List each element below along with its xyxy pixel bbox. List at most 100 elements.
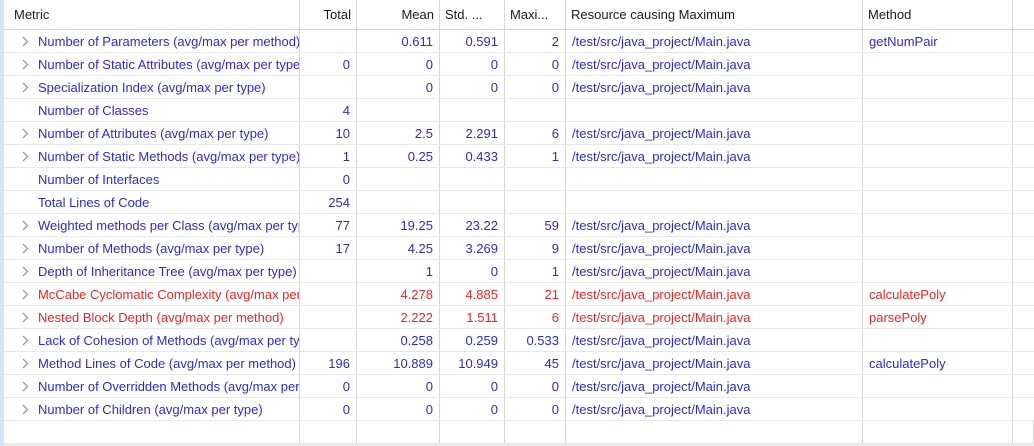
filler-cell (1013, 145, 1034, 167)
metric-cell: Depth of Inheritance Tree (avg/max per t… (4, 260, 300, 282)
resource-cell (566, 168, 863, 190)
expand-chevron-icon[interactable] (22, 82, 31, 93)
resource-cell (566, 191, 863, 213)
metric-label: Number of Children (avg/max per type) (38, 401, 263, 417)
table-row[interactable]: Number of Overridden Methods (avg/max pe… (4, 375, 1034, 398)
column-header-mean[interactable]: Mean (357, 0, 440, 29)
table-row[interactable]: Number of Attributes (avg/max per type) … (4, 122, 1034, 145)
column-header-total[interactable]: Total (300, 0, 357, 29)
table-row[interactable]: Nested Block Depth (avg/max per method) … (4, 306, 1034, 329)
filler-cell (1013, 99, 1034, 121)
empty-table-row (4, 421, 1034, 444)
method-cell (863, 122, 1013, 144)
mean-cell (357, 168, 440, 190)
total-cell: 10 (300, 122, 357, 144)
maximum-cell: 6 (505, 122, 566, 144)
maximum-cell: 6 (505, 306, 566, 328)
metric-label: Number of Overridden Methods (avg/max pe… (38, 378, 299, 394)
stddev-cell: 2.291 (440, 122, 505, 144)
resource-cell: /test/src/java_project/Main.java (566, 329, 863, 351)
metric-cell: Number of Classes (4, 99, 300, 121)
table-row[interactable]: Number of Static Attributes (avg/max per… (4, 53, 1034, 76)
total-cell: 17 (300, 237, 357, 259)
metric-label: McCabe Cyclomatic Complexity (avg/max pe… (38, 286, 299, 302)
mean-cell: 0.25 (357, 145, 440, 167)
expand-chevron-icon[interactable] (22, 289, 31, 300)
expand-chevron-icon[interactable] (22, 335, 31, 346)
mean-cell: 1 (357, 260, 440, 282)
table-row[interactable]: Number of Static Methods (avg/max per ty… (4, 145, 1034, 168)
resource-cell: /test/src/java_project/Main.java (566, 283, 863, 305)
metric-cell: Total Lines of Code (4, 191, 300, 213)
metric-cell: Number of Overridden Methods (avg/max pe… (4, 375, 300, 397)
empty-cell (4, 421, 300, 443)
expand-chevron-icon[interactable] (22, 243, 31, 254)
metric-label: Weighted methods per Class (avg/max per … (38, 217, 299, 233)
filler-cell (1013, 191, 1034, 213)
mean-cell: 10.889 (357, 352, 440, 374)
stddev-cell: 10.949 (440, 352, 505, 374)
expand-chevron-icon[interactable] (22, 128, 31, 139)
table-row[interactable]: Total Lines of Code 254 (4, 191, 1034, 214)
stddev-cell: 4.885 (440, 283, 505, 305)
empty-cell (440, 421, 505, 443)
expand-chevron-icon[interactable] (22, 220, 31, 231)
expand-chevron-icon[interactable] (22, 151, 31, 162)
column-header-maximum[interactable]: Maxi... (505, 0, 566, 29)
column-header-method[interactable]: Method (863, 0, 1013, 29)
expand-chevron-icon[interactable] (22, 266, 31, 277)
column-header-metric[interactable]: Metric (4, 0, 300, 29)
total-cell: 0 (300, 398, 357, 420)
metric-label: Number of Interfaces (38, 171, 160, 187)
resource-cell: /test/src/java_project/Main.java (566, 260, 863, 282)
total-cell: 4 (300, 99, 357, 121)
table-row[interactable]: Number of Interfaces 0 (4, 168, 1034, 191)
filler-cell (1013, 352, 1034, 374)
resource-cell: /test/src/java_project/Main.java (566, 237, 863, 259)
column-header-stddev[interactable]: Std. ... (440, 0, 505, 29)
expand-chevron-icon[interactable] (22, 404, 31, 415)
mean-cell: 4.25 (357, 237, 440, 259)
column-header-resource[interactable]: Resource causing Maximum (566, 0, 863, 29)
column-header-filler (1013, 0, 1034, 29)
total-cell: 1 (300, 145, 357, 167)
stddev-cell: 3.269 (440, 237, 505, 259)
table-row[interactable]: Method Lines of Code (avg/max per method… (4, 352, 1034, 375)
resource-cell: /test/src/java_project/Main.java (566, 352, 863, 374)
stddev-cell: 0 (440, 398, 505, 420)
table-row[interactable]: Weighted methods per Class (avg/max per … (4, 214, 1034, 237)
table-row[interactable]: Number of Methods (avg/max per type) 17 … (4, 237, 1034, 260)
empty-cell (863, 421, 1013, 443)
table-row[interactable]: McCabe Cyclomatic Complexity (avg/max pe… (4, 283, 1034, 306)
expand-chevron-icon[interactable] (22, 36, 31, 47)
table-row[interactable]: Lack of Cohesion of Methods (avg/max per… (4, 329, 1034, 352)
maximum-cell: 21 (505, 283, 566, 305)
metric-cell: Number of Children (avg/max per type) (4, 398, 300, 420)
method-cell: parsePoly (863, 306, 1013, 328)
empty-cell (505, 421, 566, 443)
mean-cell: 0 (357, 375, 440, 397)
resource-cell: /test/src/java_project/Main.java (566, 53, 863, 75)
filler-cell (1013, 76, 1034, 98)
table-row[interactable]: Depth of Inheritance Tree (avg/max per t… (4, 260, 1034, 283)
expand-chevron-icon[interactable] (22, 59, 31, 70)
expand-chevron-icon[interactable] (22, 358, 31, 369)
total-cell: 0 (300, 168, 357, 190)
method-cell (863, 191, 1013, 213)
view-left-edge (0, 0, 4, 446)
metric-cell: Number of Attributes (avg/max per type) (4, 122, 300, 144)
metric-label: Number of Classes (38, 102, 149, 118)
table-row[interactable]: Number of Parameters (avg/max per method… (4, 30, 1034, 53)
maximum-cell: 0 (505, 53, 566, 75)
metric-label: Method Lines of Code (avg/max per method… (38, 355, 296, 371)
metric-label: Total Lines of Code (38, 194, 150, 210)
expand-chevron-icon[interactable] (22, 381, 31, 392)
table-row[interactable]: Number of Children (avg/max per type) 0 … (4, 398, 1034, 421)
stddev-cell: 0 (440, 375, 505, 397)
table-row[interactable]: Specialization Index (avg/max per type) … (4, 76, 1034, 99)
mean-cell: 0.258 (357, 329, 440, 351)
method-cell (863, 375, 1013, 397)
expand-chevron-icon[interactable] (22, 312, 31, 323)
mean-cell: 0 (357, 76, 440, 98)
table-row[interactable]: Number of Classes 4 (4, 99, 1034, 122)
